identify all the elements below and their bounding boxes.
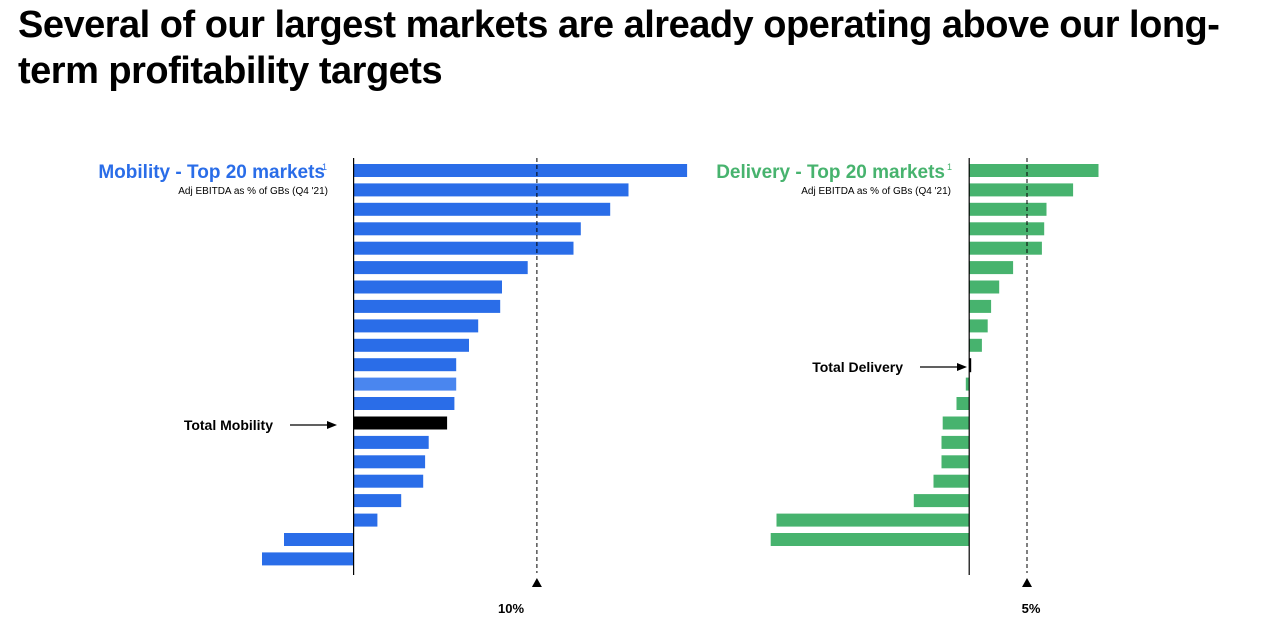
delivery-bar <box>770 533 970 546</box>
mobility-bar <box>353 164 688 177</box>
mobility-bar <box>353 202 611 216</box>
delivery-bar <box>933 474 970 488</box>
mobility-bar <box>353 358 457 372</box>
delivery-bar <box>969 164 1099 177</box>
page-title: Several of our largest markets are alrea… <box>18 4 1220 92</box>
delivery-bar <box>969 261 1014 275</box>
delivery-total-label: Total Delivery <box>812 359 903 375</box>
mobility-target-marker <box>531 578 542 587</box>
mobility-chart: Mobility - Top 20 markets 1 Adj EBITDA a… <box>98 158 688 616</box>
delivery-plot <box>770 158 1099 587</box>
delivery-bar <box>941 455 970 469</box>
mobility-total-bar <box>353 416 448 430</box>
mobility-bar <box>353 455 426 469</box>
mobility-bar <box>353 513 378 527</box>
delivery-total-arrow <box>920 363 967 371</box>
mobility-bar <box>353 377 457 391</box>
mobility-bar <box>262 552 354 566</box>
delivery-bar <box>969 241 1042 255</box>
delivery-chart: Delivery - Top 20 markets 1 Adj EBITDA a… <box>716 158 1099 616</box>
mobility-title-footnote: 1 <box>322 162 327 172</box>
mobility-chart-subtitle: Adj EBITDA as % of GBs (Q4 '21) <box>178 186 328 197</box>
mobility-bar <box>353 338 469 352</box>
mobility-plot <box>262 158 688 587</box>
mobility-bar <box>353 241 574 255</box>
delivery-bar <box>969 338 982 352</box>
mobility-total-label: Total Mobility <box>184 417 273 433</box>
delivery-bar <box>969 319 988 333</box>
mobility-bar <box>353 319 479 333</box>
delivery-bar <box>913 494 970 508</box>
mobility-bar <box>353 397 455 410</box>
mobility-bar <box>353 299 501 313</box>
mobility-bar <box>353 261 528 275</box>
delivery-bar <box>969 299 992 313</box>
delivery-bar <box>969 202 1047 216</box>
mobility-bar <box>353 435 429 449</box>
mobility-bar <box>353 494 402 508</box>
delivery-bar <box>941 435 970 449</box>
mobility-chart-title: Mobility - Top 20 markets <box>98 162 325 183</box>
delivery-bar <box>969 280 1000 294</box>
delivery-chart-title: Delivery - Top 20 markets <box>716 162 945 183</box>
mobility-bar <box>353 222 581 236</box>
delivery-bar <box>776 513 970 527</box>
delivery-target-label: 5% <box>1022 601 1041 616</box>
delivery-total-bar <box>969 358 972 373</box>
mobility-bar <box>353 183 629 197</box>
delivery-bar <box>969 222 1045 236</box>
delivery-target-marker <box>1022 578 1032 587</box>
delivery-chart-subtitle: Adj EBITDA as % of GBs (Q4 '21) <box>801 186 951 197</box>
delivery-title-footnote: 1 <box>947 162 952 172</box>
mobility-bar <box>353 474 424 488</box>
delivery-bar <box>956 397 970 410</box>
mobility-target-label: 10% <box>498 601 524 616</box>
delivery-bar <box>965 377 970 391</box>
delivery-bar <box>942 416 970 430</box>
delivery-bar <box>969 183 1074 197</box>
mobility-bar <box>353 280 502 294</box>
mobility-total-arrow <box>290 421 337 429</box>
mobility-bar <box>284 533 354 546</box>
